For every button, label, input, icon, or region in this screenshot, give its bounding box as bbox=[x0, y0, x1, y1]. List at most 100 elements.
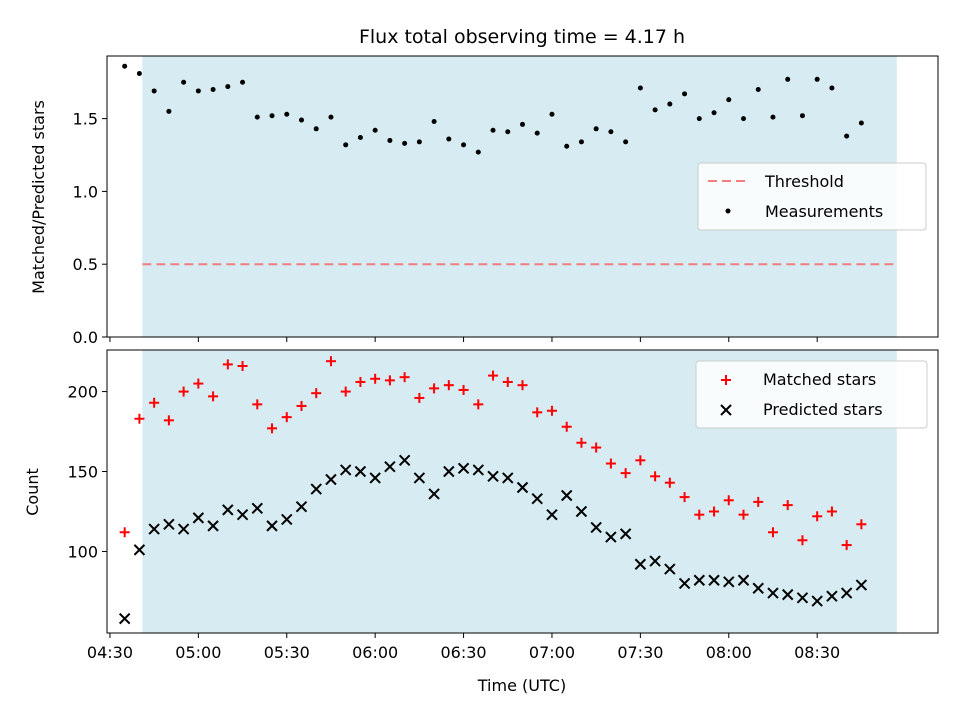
measurement-point bbox=[225, 84, 231, 90]
matched-star-point bbox=[325, 356, 336, 367]
predicted-star-point bbox=[693, 574, 706, 586]
measurement-point bbox=[549, 111, 555, 117]
matched-star-point bbox=[281, 412, 292, 423]
predicted-star-point bbox=[855, 579, 868, 591]
predicted-star-point bbox=[811, 595, 823, 607]
predicted-star-point bbox=[752, 582, 764, 594]
predicted-star-point bbox=[222, 504, 234, 516]
measurement-point bbox=[667, 101, 673, 107]
predicted-star-point bbox=[590, 521, 602, 534]
matched-star-point bbox=[782, 500, 793, 511]
matched-star-point bbox=[561, 421, 572, 432]
measurement-point bbox=[269, 113, 275, 119]
measurement-point bbox=[593, 126, 599, 132]
measurement-point bbox=[284, 111, 290, 117]
matched-star-point bbox=[163, 415, 174, 426]
x-tick-label: 07:30 bbox=[617, 643, 663, 662]
matched-star-point bbox=[576, 437, 587, 448]
predicted-star-point bbox=[339, 464, 352, 476]
bottom-y-axis-label: Count bbox=[23, 468, 42, 516]
matched-star-point bbox=[340, 386, 351, 397]
measurement-point bbox=[431, 119, 437, 125]
measurement-point bbox=[844, 133, 850, 139]
matched-star-point bbox=[767, 527, 778, 538]
predicted-star-point bbox=[443, 465, 455, 478]
predicted-star-point bbox=[767, 587, 779, 599]
legend-threshold-label: Threshold bbox=[764, 172, 844, 191]
y-tick-label: 1.5 bbox=[73, 110, 98, 129]
measurement-point bbox=[416, 139, 422, 145]
matched-star-point bbox=[237, 360, 248, 371]
y-tick-label: 200 bbox=[67, 383, 98, 402]
x-tick-label: 07:00 bbox=[529, 643, 575, 662]
y-tick-label: 100 bbox=[67, 542, 98, 561]
top-x-ticks bbox=[109, 337, 818, 342]
predicted-star-point bbox=[782, 588, 794, 601]
measurements-series bbox=[122, 63, 864, 155]
measurement-point bbox=[136, 70, 142, 76]
top-y-axis-label: Matched/Predicted stars bbox=[29, 100, 48, 294]
bottom-axes-frame bbox=[106, 349, 939, 634]
matched-star-point bbox=[355, 376, 366, 387]
measurement-point bbox=[475, 149, 481, 155]
matched-star-point bbox=[193, 378, 204, 389]
predicted-star-point bbox=[281, 513, 293, 526]
matched-star-point bbox=[635, 455, 646, 466]
measurement-point bbox=[357, 135, 363, 141]
predicted-star-point bbox=[487, 470, 499, 483]
predicted-star-point bbox=[413, 472, 426, 484]
x-tick-label: 04:30 bbox=[87, 643, 133, 662]
matched-star-point bbox=[458, 384, 469, 395]
bottom-legend: Matched stars Predicted stars bbox=[695, 360, 928, 429]
matched-star-point bbox=[738, 509, 749, 520]
matched-star-point bbox=[605, 458, 616, 469]
predicted-star-point bbox=[369, 472, 381, 484]
legend-measurements-label: Measurements bbox=[765, 202, 883, 221]
measurement-point bbox=[770, 114, 776, 120]
measurement-point bbox=[652, 107, 658, 113]
measurement-point bbox=[372, 127, 378, 133]
measurement-point bbox=[505, 129, 511, 135]
matched-star-point bbox=[119, 527, 130, 538]
predicted-star-point bbox=[826, 590, 838, 602]
measurement-point bbox=[637, 85, 643, 91]
x-tick-label: 05:00 bbox=[175, 643, 221, 662]
measurement-point bbox=[578, 139, 584, 145]
predicted-star-point bbox=[148, 523, 160, 535]
predicted-star-point bbox=[295, 500, 308, 513]
matched-star-point bbox=[252, 399, 263, 410]
legend-measurements-swatch bbox=[725, 208, 731, 214]
predicted-star-point bbox=[546, 508, 558, 521]
matched-star-point bbox=[443, 380, 454, 391]
matched-star-point bbox=[812, 511, 823, 522]
matched-star-point bbox=[399, 372, 410, 383]
matched-star-point bbox=[502, 376, 513, 387]
matched-star-point bbox=[473, 399, 484, 410]
measurement-point bbox=[240, 79, 246, 85]
predicted-star-point bbox=[634, 558, 647, 570]
matched-star-point bbox=[429, 383, 440, 394]
matched-star-point bbox=[311, 388, 322, 399]
predicted-star-point bbox=[163, 518, 175, 530]
measurement-point bbox=[298, 117, 304, 123]
x-axis-label: Time (UTC) bbox=[477, 676, 566, 695]
measurement-point bbox=[490, 127, 496, 133]
predicted-star-point bbox=[619, 528, 632, 540]
matched-star-point bbox=[679, 492, 690, 503]
top-axes-frame bbox=[106, 55, 939, 338]
predicted-star-point bbox=[664, 563, 676, 575]
matched-star-point bbox=[620, 468, 631, 479]
predicted-star-point bbox=[177, 523, 190, 535]
matched-star-point bbox=[517, 380, 528, 391]
matched-star-point bbox=[723, 495, 734, 506]
matched-star-point bbox=[753, 496, 764, 507]
matched-star-point bbox=[650, 471, 661, 482]
measurement-point bbox=[210, 86, 216, 92]
measurement-point bbox=[446, 136, 452, 142]
x-tick-label: 08:00 bbox=[706, 643, 752, 662]
measurement-point bbox=[195, 88, 201, 94]
measurement-point bbox=[313, 126, 319, 132]
top-legend-box bbox=[697, 162, 927, 231]
count-panel: 100 150 200 04:30 05:00 05:30 06:00 06:30 07:00… bbox=[23, 349, 939, 695]
